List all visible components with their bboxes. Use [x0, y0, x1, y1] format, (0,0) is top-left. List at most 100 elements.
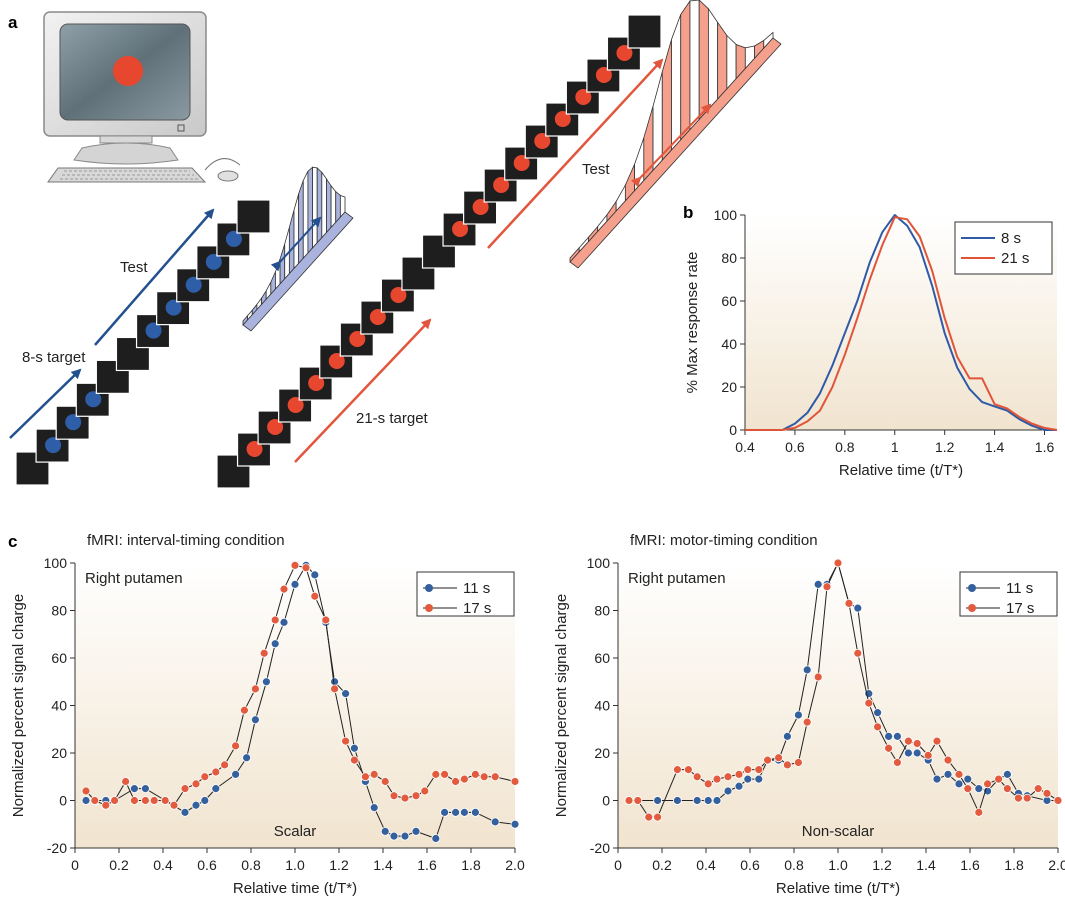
- chartC1-series-point-0: [813, 579, 823, 589]
- chartC0-series-point-0: [250, 715, 260, 725]
- chartC1-ytick-label: 80: [594, 603, 610, 619]
- chartC1-series-point-0: [703, 796, 713, 805]
- panel-letter-a: a: [8, 13, 18, 32]
- left-curve-strip: [312, 166, 318, 249]
- chartC1-series-point-1: [853, 648, 863, 658]
- chartB-legend-label-1: 21 s: [1001, 250, 1029, 267]
- chartC1-series-point-0: [873, 708, 882, 718]
- right-screen-dot: [390, 287, 407, 303]
- chartC1-series-point-1: [633, 796, 643, 805]
- chartC0-legend-marker-0: [425, 584, 433, 592]
- chartC1-series-point-1: [822, 582, 832, 592]
- chartC1-series-point-1: [794, 758, 803, 767]
- right-screen-dot: [513, 155, 530, 171]
- chartC0-series-point-1: [160, 796, 170, 805]
- chartB-series-line-0: [745, 214, 1057, 431]
- chartC1-series-point-0: [912, 748, 922, 758]
- chartC1-series-point-1: [763, 755, 772, 765]
- right-target-label: 21-s target: [356, 410, 429, 427]
- chartC1-series-point-0: [783, 731, 792, 741]
- chartC1-xtick-label: 0.4: [696, 857, 716, 873]
- chartC1-series-point-1: [884, 743, 893, 753]
- chartC1-series-point-1: [932, 736, 942, 746]
- chartC0-series-point-0: [451, 807, 461, 817]
- right-curve-strip: [689, 0, 700, 131]
- right-screen-dot: [308, 375, 325, 391]
- chartC0-series-point-0: [459, 807, 469, 817]
- chartC0-series-point-1: [140, 796, 150, 805]
- chartC1-series-point-1: [904, 736, 913, 746]
- chartC0-legend-label-0: 11 s: [463, 580, 490, 597]
- chartC0-xtick-label: 1.0: [285, 857, 305, 873]
- chartC0-series-point-1: [90, 796, 100, 805]
- chartC0-xtick-label: 0.6: [197, 857, 217, 873]
- right-screen-dot: [328, 353, 345, 369]
- right-screen-dot: [595, 67, 612, 83]
- chartC1-series-point-0: [743, 774, 753, 784]
- right-curve-strip: [708, 7, 719, 111]
- chart-b: 0 20 40 60 80 100 0.4 0.6 0.8 1 1.2 1.4 1.6 Relative …: [684, 207, 1058, 479]
- chartC0-series-point-1: [110, 796, 119, 805]
- chartC1-series-point-1: [1053, 796, 1063, 805]
- chartC0-series-point-1: [211, 767, 221, 777]
- right-test-arrow: [487, 58, 664, 249]
- left-target-arrow: [9, 368, 82, 439]
- chartC1-series-point-0: [884, 731, 893, 741]
- chartC1-series-point-1: [692, 772, 702, 782]
- chartC1-series-point-1: [813, 672, 823, 682]
- chartC1-series-point-1: [844, 598, 854, 608]
- chartC1-series-point-1: [873, 722, 882, 732]
- left-screen-dot: [145, 322, 162, 339]
- right-screen-dot: [554, 111, 571, 127]
- left-screen: [236, 199, 271, 234]
- chartB-ytick-label: 40: [721, 336, 737, 352]
- left-test-arrow: [94, 208, 215, 346]
- chartC0-series-point-1: [510, 777, 520, 786]
- right-test-label: Test: [582, 161, 610, 178]
- chartC0-series-point-1: [259, 648, 269, 658]
- chartC1-title: fMRI: motor-timing condition: [630, 532, 818, 549]
- chartC1-series-point-1: [1042, 788, 1052, 798]
- chartC0-series-point-0: [261, 677, 271, 687]
- chartC0-series-point-0: [231, 769, 241, 779]
- chartC0-ytick-label: -20: [47, 840, 67, 856]
- chartC0-series-point-0: [242, 753, 252, 763]
- chartC0-ytick-label: 40: [51, 698, 67, 714]
- chartC0-bottom-label: Scalar: [274, 823, 317, 840]
- left-curve-strip: [302, 171, 309, 260]
- chartC1-series-point-0: [794, 710, 803, 720]
- chartC1-series-point-0: [754, 774, 764, 784]
- right-curve-strip: [698, 0, 709, 121]
- chartC1-series-point-1: [954, 769, 964, 779]
- chartC0-series-point-0: [490, 817, 500, 827]
- chartC0-series-point-1: [380, 777, 390, 786]
- right-width-arrow: [630, 103, 712, 188]
- chartC0-series-point-0: [279, 617, 289, 627]
- chartC0-series-point-1: [239, 705, 249, 715]
- chartC0-ylabel: Normalized percent signal charge: [10, 594, 27, 817]
- chartC0-series-point-0: [440, 807, 450, 817]
- chartC0-series-point-0: [400, 831, 410, 841]
- chartC1-series-point-1: [712, 774, 722, 784]
- chartC0-legend-box: [416, 571, 515, 617]
- chartC0-series-point-1: [81, 786, 91, 796]
- chartC0-series-point-1: [129, 796, 139, 805]
- chartC1-series-point-1: [734, 769, 744, 779]
- chartB-xtick-label: 1: [891, 439, 899, 455]
- left-curve-strip: [330, 184, 337, 229]
- chartC1-xlabel: Relative time (t/T*): [776, 880, 900, 897]
- chartC1-series-point-1: [923, 750, 933, 760]
- chartC0-series-point-1: [459, 774, 469, 784]
- chartB-ylabel: % Max response rate: [684, 252, 701, 394]
- chartC1-series-point-1: [754, 765, 764, 775]
- left-curve-strip: [307, 166, 313, 255]
- chartC1-legend-label-0: 11 s: [1006, 580, 1033, 597]
- chartC0-xtick-label: 0.4: [153, 857, 173, 873]
- chartC0-series-point-0: [431, 834, 441, 843]
- chartC0-series-point-1: [369, 769, 379, 779]
- right-screen: [421, 234, 457, 269]
- chartC1-series-point-1: [912, 739, 922, 748]
- right-screen-dot: [452, 221, 469, 237]
- chartC0-legend-label-1: 17 s: [463, 600, 491, 617]
